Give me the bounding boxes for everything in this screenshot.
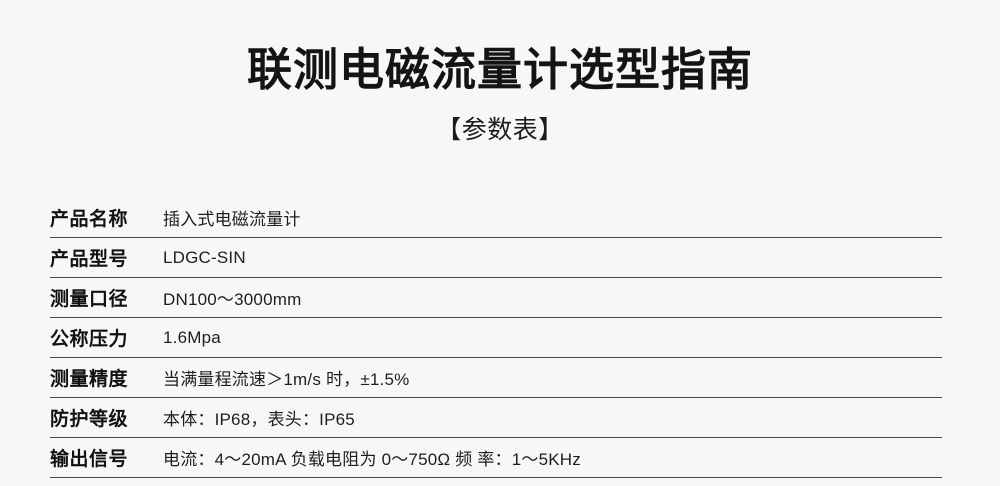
spec-label: 产品型号 — [50, 249, 129, 270]
page-header: 联测电磁流量计选型指南 【参数表】 — [0, 0, 1000, 146]
page-subtitle: 【参数表】 — [436, 115, 564, 144]
spec-label: 测量口径 — [50, 289, 129, 310]
spec-value: 本体：IP68，表头：IP65 — [163, 410, 355, 429]
table-row: 产品型号 LDGC-SIN — [50, 238, 942, 278]
table-row: 产品名称 插入式电磁流量计 — [50, 198, 942, 238]
page-title: 联测电磁流量计选型指南 — [246, 44, 753, 95]
table-row: 公称压力 1.6Mpa — [50, 318, 942, 358]
table-row: 测量精度 当满量程流速＞1m/s 时，±1.5% — [50, 358, 942, 398]
specification-table: 产品名称 插入式电磁流量计 产品型号 LDGC-SIN 测量口径 DN100～3… — [50, 198, 942, 478]
spec-label: 测量精度 — [50, 369, 129, 390]
spec-value: DN100～3000mm — [163, 290, 302, 309]
spec-label: 输出信号 — [50, 449, 129, 470]
spec-label: 防护等级 — [50, 409, 129, 430]
spec-value: 1.6Mpa — [163, 327, 221, 347]
spec-label: 产品名称 — [50, 209, 129, 230]
spec-value: 插入式电磁流量计 — [163, 210, 301, 229]
spec-value: 当满量程流速＞1m/s 时，±1.5% — [163, 370, 410, 389]
spec-value: 电流：4～20mA 负载电阻为 0～750Ω 频 率：1～5KHz — [163, 450, 581, 469]
table-row: 防护等级 本体：IP68，表头：IP65 — [50, 398, 942, 438]
spec-value: LDGC-SIN — [163, 247, 246, 267]
table-row: 输出信号 电流：4～20mA 负载电阻为 0～750Ω 频 率：1～5KHz — [50, 438, 942, 478]
table-row: 测量口径 DN100～3000mm — [50, 278, 942, 318]
spec-label: 公称压力 — [50, 329, 129, 350]
